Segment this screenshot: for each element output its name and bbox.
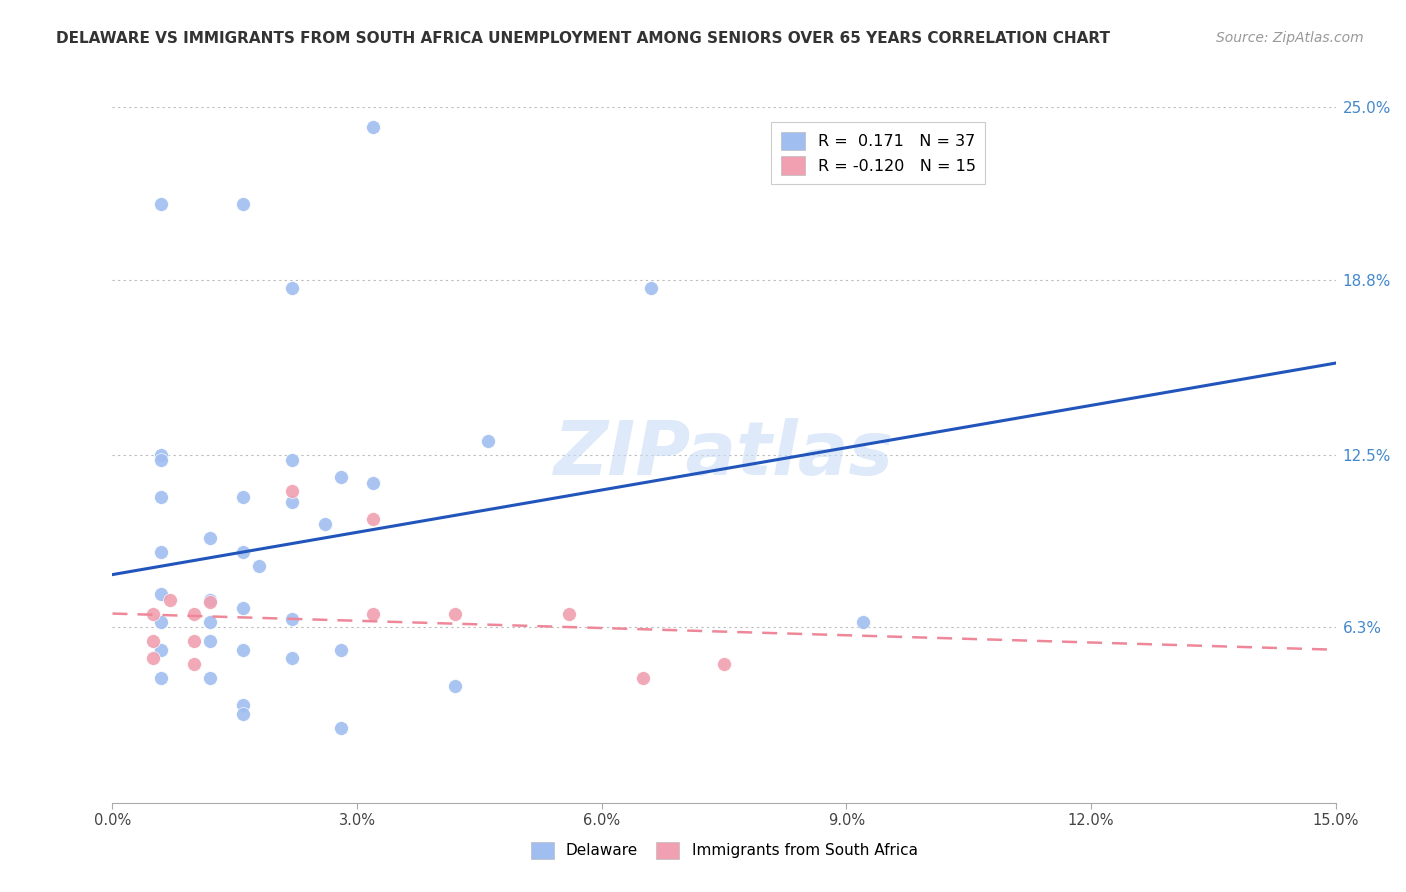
Point: [640, 281, 662, 295]
Point: [150, 545, 173, 559]
Point: [150, 490, 173, 504]
Point: [200, 615, 222, 629]
Point: [159, 592, 181, 607]
Point: [142, 651, 165, 665]
Point: [281, 484, 304, 499]
Point: [444, 679, 467, 693]
Point: [444, 607, 467, 621]
Point: [281, 612, 304, 626]
Point: [281, 495, 304, 509]
Point: [329, 470, 352, 484]
Text: DELAWARE VS IMMIGRANTS FROM SOUTH AFRICA UNEMPLOYMENT AMONG SENIORS OVER 65 YEAR: DELAWARE VS IMMIGRANTS FROM SOUTH AFRICA…: [56, 31, 1111, 46]
Point: [232, 601, 254, 615]
Point: [247, 559, 270, 574]
Point: [852, 615, 875, 629]
Point: [150, 453, 173, 467]
Point: [232, 490, 254, 504]
Point: [142, 634, 165, 648]
Point: [183, 634, 205, 648]
Point: [631, 671, 654, 685]
Point: [150, 642, 173, 657]
Point: [200, 595, 222, 609]
Text: ZIPatlas: ZIPatlas: [554, 418, 894, 491]
Point: [363, 607, 385, 621]
Point: [150, 448, 173, 462]
Point: [232, 545, 254, 559]
Point: [363, 512, 385, 526]
Point: [281, 453, 304, 467]
Point: [713, 657, 735, 671]
Point: [200, 532, 222, 546]
Point: [150, 615, 173, 629]
Point: [200, 592, 222, 607]
Point: [314, 517, 336, 532]
Point: [183, 607, 205, 621]
Point: [150, 671, 173, 685]
Point: [183, 657, 205, 671]
Point: [150, 197, 173, 211]
Point: [281, 651, 304, 665]
Point: [477, 434, 499, 448]
Point: [329, 642, 352, 657]
Point: [363, 120, 385, 134]
Text: Source: ZipAtlas.com: Source: ZipAtlas.com: [1216, 31, 1364, 45]
Point: [200, 671, 222, 685]
Point: [232, 197, 254, 211]
Point: [558, 607, 581, 621]
Point: [232, 642, 254, 657]
Point: [232, 706, 254, 721]
Point: [363, 475, 385, 490]
Legend: Delaware, Immigrants from South Africa: Delaware, Immigrants from South Africa: [524, 836, 924, 864]
Point: [150, 587, 173, 601]
Point: [142, 607, 165, 621]
Point: [329, 721, 352, 735]
Point: [200, 634, 222, 648]
Point: [232, 698, 254, 713]
Point: [281, 281, 304, 295]
